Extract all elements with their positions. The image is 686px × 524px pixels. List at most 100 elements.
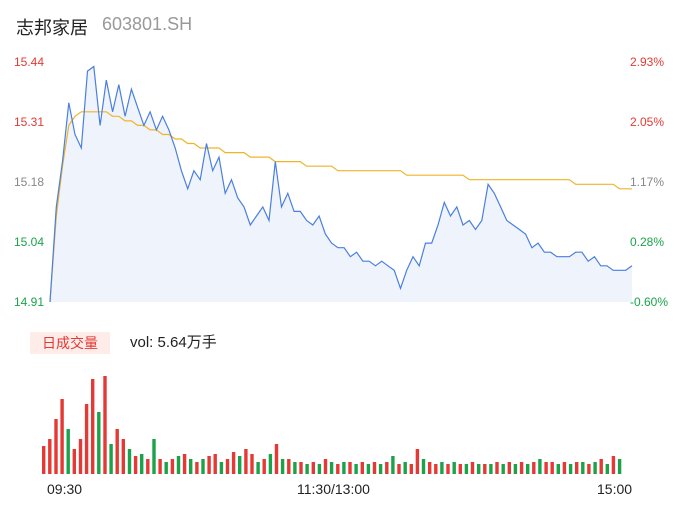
- volume-bar: [562, 462, 567, 474]
- volume-bar: [599, 459, 603, 474]
- volume-bar: [483, 464, 487, 474]
- volume-bar: [280, 459, 285, 474]
- volume-bar: [305, 464, 309, 474]
- y-tick-left: 15.31: [14, 115, 45, 129]
- volume-bar: [342, 462, 346, 474]
- volume-bar: [501, 464, 505, 474]
- volume-bar: [189, 459, 193, 474]
- volume-bar: [575, 462, 579, 474]
- volume-bar: [109, 444, 113, 474]
- volume-bar: [152, 439, 156, 474]
- volume-bar: [593, 462, 597, 474]
- volume-bar: [170, 459, 175, 474]
- volume-bar: [568, 464, 573, 474]
- volume-bar: [244, 449, 248, 474]
- volume-bar: [446, 464, 450, 474]
- x-tick: 15:00: [597, 481, 633, 497]
- volume-bar: [348, 462, 352, 474]
- volume-bar: [287, 459, 291, 474]
- volume-bar: [256, 462, 260, 474]
- volume-bar: [513, 464, 518, 474]
- volume-bar: [164, 462, 168, 474]
- y-tick-right: 2.05%: [630, 115, 665, 129]
- volume-bar: [336, 464, 340, 474]
- price-area: [50, 66, 632, 302]
- volume-bar: [231, 452, 236, 474]
- volume-bar: [611, 456, 616, 474]
- volume-bar: [84, 404, 89, 474]
- volume-bar: [195, 462, 199, 474]
- volume-bar: [219, 462, 224, 474]
- volume-bar: [127, 449, 132, 474]
- volume-bar: [140, 454, 144, 474]
- volume-bar: [201, 459, 205, 474]
- volume-bar: [262, 459, 266, 474]
- volume-bar: [507, 462, 511, 474]
- average-price-line: [49, 111, 632, 303]
- volume-bar: [464, 464, 469, 474]
- volume-bar: [378, 464, 383, 474]
- volume-bar: [581, 462, 585, 474]
- volume-bar: [354, 464, 358, 474]
- y-tick-right: 2.93%: [630, 55, 665, 69]
- stock-code: 603801.SH: [102, 14, 193, 34]
- volume-bar: [66, 429, 70, 474]
- x-tick: 11:30/13:00: [297, 481, 370, 497]
- volume-bar: [391, 456, 395, 474]
- volume-bar: [146, 459, 150, 474]
- volume-bar: [489, 464, 493, 474]
- volume-bar: [366, 464, 371, 474]
- volume-bar: [213, 454, 217, 474]
- volume-bar: [605, 464, 609, 474]
- volume-bar: [176, 456, 181, 474]
- volume-bar: [60, 399, 64, 474]
- y-tick-right: -0.60%: [630, 295, 669, 309]
- volume-bar: [293, 462, 297, 474]
- volume-bar: [238, 456, 242, 474]
- volume-bar: [91, 379, 95, 474]
- volume-bar: [403, 462, 407, 474]
- y-tick-left: 15.44: [14, 55, 45, 69]
- y-tick-left: 15.04: [14, 235, 45, 249]
- y-tick-right: 0.28%: [630, 235, 665, 249]
- volume-bar: [519, 462, 524, 474]
- stock-name: 志邦家居: [16, 18, 88, 38]
- volume-bar: [385, 462, 389, 474]
- volume-bar: [360, 462, 364, 474]
- volume-bar: [544, 462, 548, 474]
- volume-bar: [225, 459, 230, 474]
- volume-bar: [617, 459, 622, 474]
- volume-bar: [158, 459, 162, 474]
- volume-bar: [434, 464, 438, 474]
- price-line: [49, 65, 633, 303]
- volume-bar: [268, 454, 273, 474]
- volume-bar: [550, 462, 554, 474]
- volume-bar: [495, 462, 499, 474]
- volume-bar: [372, 462, 377, 474]
- volume-bar: [477, 464, 481, 474]
- volume-bar: [329, 462, 334, 474]
- volume-summary: vol: 5.64万手: [130, 334, 217, 351]
- volume-bar: [470, 462, 475, 474]
- volume-bar: [78, 439, 83, 474]
- volume-bar: [458, 464, 462, 474]
- volume-bar: [526, 464, 530, 474]
- volume-bar: [452, 462, 456, 474]
- y-tick-left: 15.18: [14, 175, 45, 189]
- volume-bar: [54, 419, 58, 474]
- y-tick-left: 14.91: [14, 295, 45, 309]
- volume-bar: [323, 459, 328, 474]
- volume-bar: [428, 462, 432, 474]
- volume-bar: [538, 459, 542, 474]
- volume-bar: [121, 439, 125, 474]
- y-tick-right: 1.17%: [630, 175, 665, 189]
- volume-bar: [48, 439, 52, 474]
- volume-bar: [299, 462, 303, 474]
- volume-bar: [556, 464, 560, 474]
- volume-bar: [274, 444, 279, 474]
- volume-bar: [72, 449, 76, 474]
- volume-bar: [421, 459, 426, 474]
- volume-bar: [115, 429, 119, 474]
- volume-bar: [532, 462, 536, 474]
